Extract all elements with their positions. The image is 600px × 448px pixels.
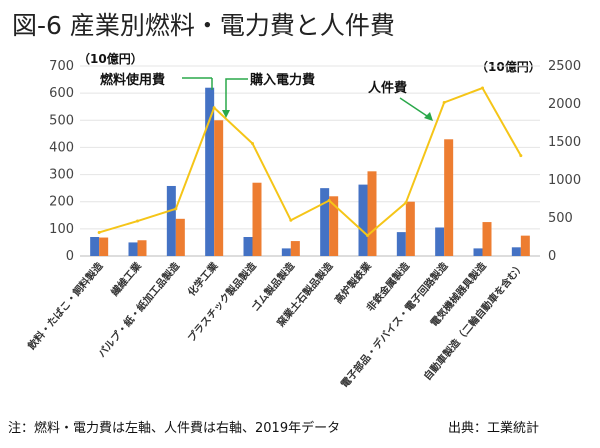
- right-tick-label: 2000: [548, 97, 581, 112]
- left-tick-label: 700: [49, 59, 74, 74]
- bar-fuel: [281, 248, 291, 256]
- bar-electricity: [290, 241, 300, 256]
- left-axis-unit: （10億円）: [78, 52, 143, 66]
- footnote: 注：燃料・電力費は左軸、人件費は右軸、2019年データ: [8, 421, 341, 436]
- bar-fuel: [473, 248, 483, 256]
- labor-cost-point: [404, 201, 408, 205]
- right-axis-unit: （10億円）: [476, 60, 541, 74]
- bar-fuel: [205, 87, 215, 256]
- right-tick-label: 1500: [548, 135, 581, 150]
- labor-cost-point: [481, 86, 484, 90]
- bar-electricity: [99, 237, 109, 256]
- bar-fuel: [511, 247, 521, 256]
- annotation-labor-arrow: [424, 112, 433, 121]
- labor-cost-point: [136, 219, 139, 223]
- source-note: 出典：工業統計: [448, 421, 540, 436]
- bar-electricity: [252, 182, 262, 256]
- bar-electricity: [405, 201, 415, 256]
- right-tick-label: 2500: [548, 59, 581, 74]
- bar-electricity: [137, 240, 147, 256]
- category-label: 高炉製鉄業: [332, 259, 375, 306]
- left-tick-label: 500: [49, 113, 74, 128]
- labor-cost-point: [442, 100, 446, 104]
- labor-cost-point: [174, 207, 178, 211]
- bar-fuel: [396, 232, 406, 256]
- annotation-electricity-leader: [225, 78, 248, 116]
- left-tick-label: 0: [66, 249, 74, 264]
- bar-fuel: [435, 227, 445, 256]
- bar-electricity: [444, 139, 454, 256]
- right-tick-label: 1000: [548, 173, 581, 188]
- left-tick-label: 300: [49, 168, 74, 183]
- bar-fuel: [358, 184, 368, 256]
- category-label: パルプ・紙・紙加工品製造: [95, 259, 183, 360]
- right-tick-label: 500: [548, 211, 573, 226]
- annotation-electricity: 購入電力費: [249, 72, 315, 88]
- category-label: 飲料・たばこ・飼料製造: [24, 259, 106, 353]
- category-label: 繊維工業: [107, 259, 144, 300]
- category-label: 化学工業: [185, 259, 221, 299]
- annotation-electricity-arrow: [222, 110, 230, 118]
- annotation-fuel: 燃料使用費: [100, 72, 165, 88]
- labor-cost-line: [98, 86, 522, 237]
- bar-fuel: [166, 185, 176, 256]
- bar-fuel: [320, 188, 330, 256]
- annotation-labor-leader: [399, 97, 431, 119]
- left-tick-label: 400: [49, 140, 74, 155]
- bar-fuel: [243, 237, 253, 256]
- labor-cost-point: [366, 233, 369, 237]
- left-tick-label: 600: [49, 86, 74, 101]
- labor-cost-point: [251, 142, 254, 146]
- left-tick-label: 100: [49, 222, 74, 237]
- bar-electricity: [482, 222, 492, 256]
- labor-cost-point: [519, 154, 523, 158]
- chart-title: 図-6 産業別燃料・電力費と人件費: [12, 11, 395, 40]
- labor-cost-point: [327, 199, 331, 203]
- labor-cost-point: [289, 218, 293, 222]
- bar-electricity: [520, 235, 530, 256]
- bar-electricity: [329, 196, 339, 256]
- bar-fuel: [90, 237, 100, 256]
- labor-cost-point: [212, 106, 216, 110]
- left-tick-label: 200: [49, 195, 74, 210]
- labor-cost-point: [97, 230, 101, 234]
- right-tick-label: 0: [548, 249, 556, 264]
- bar-electricity: [214, 120, 224, 257]
- annotation-labor: 人件費: [368, 80, 407, 96]
- bar-electricity: [175, 218, 185, 256]
- category-label: プラスチック製品製造: [185, 259, 260, 345]
- bar-fuel: [128, 242, 138, 256]
- bar-electricity: [367, 171, 377, 256]
